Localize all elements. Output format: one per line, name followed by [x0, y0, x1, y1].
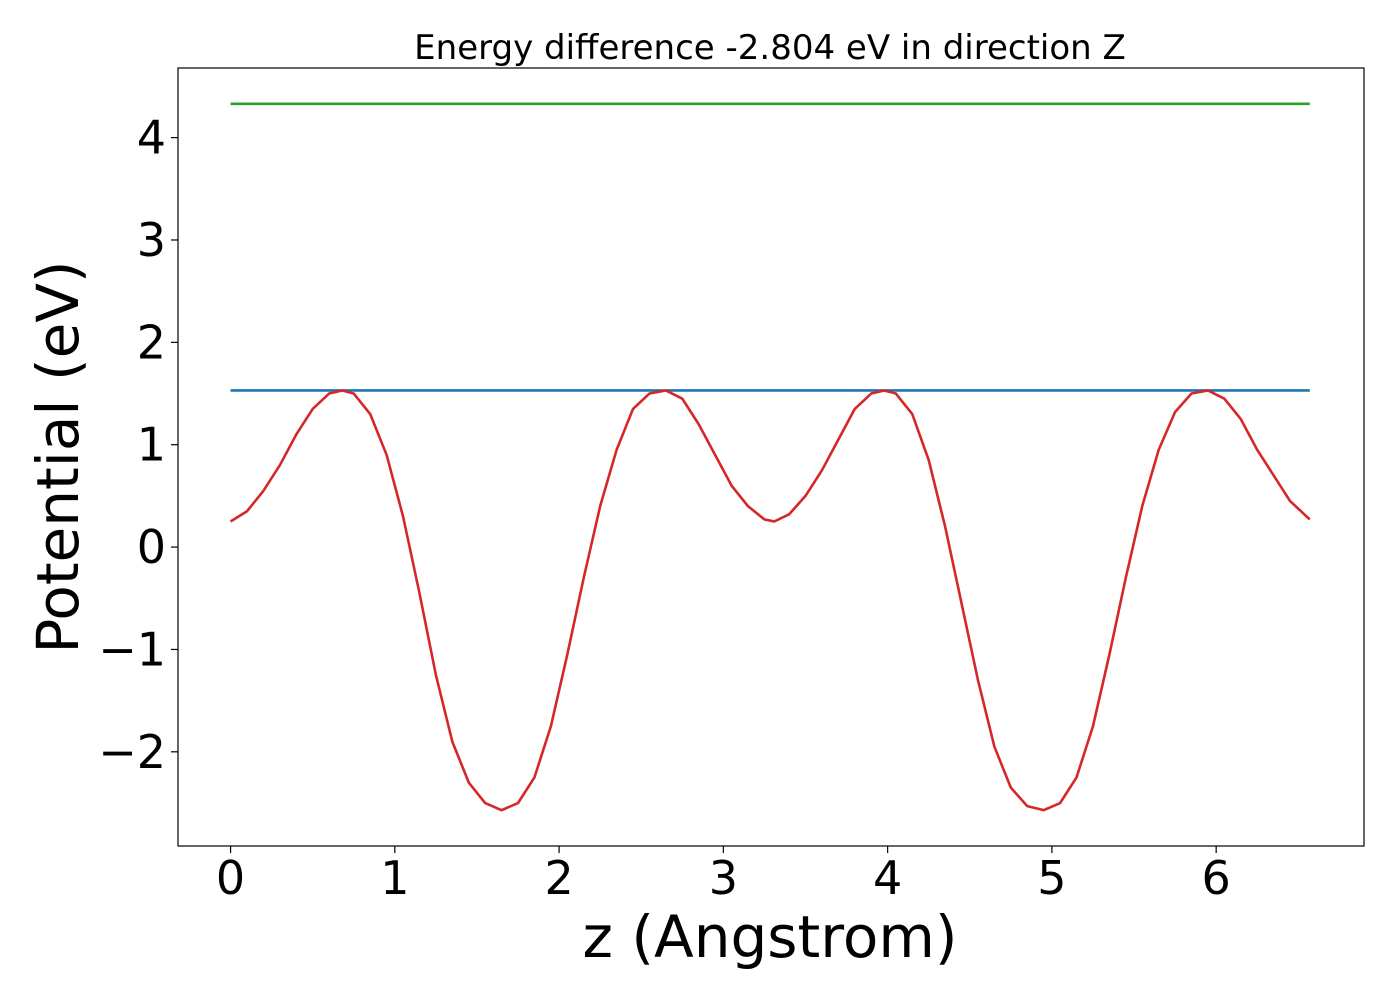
x-axis-label: z (Angstrom) [583, 903, 958, 971]
series-line-2 [229, 389, 1311, 812]
y-tick-label: 0 [137, 520, 166, 574]
x-axis: 0 1 2 3 4 5 6 [216, 846, 1231, 905]
x-tick-label: 3 [709, 851, 738, 905]
plot-area [229, 102, 1311, 812]
x-tick-label: 4 [873, 851, 902, 905]
y-tick-label: 1 [137, 418, 166, 472]
x-tick-label: 6 [1202, 851, 1231, 905]
plot-frame [177, 67, 1365, 847]
y-axis: −2 −1 0 1 2 3 4 [98, 111, 178, 779]
y-tick-label: 2 [137, 315, 166, 369]
y-tick-label: −2 [98, 725, 166, 779]
y-tick-label: 4 [137, 111, 166, 165]
y-axis-label: Potential (eV) [24, 260, 92, 653]
x-tick-label: 0 [216, 851, 245, 905]
x-tick-label: 1 [380, 851, 409, 905]
chart-title: Energy difference -2.804 eV in direction… [414, 28, 1126, 68]
x-tick-label: 2 [544, 851, 573, 905]
x-tick-label: 5 [1037, 851, 1066, 905]
y-tick-label: 3 [137, 213, 166, 267]
y-tick-label: −1 [98, 622, 166, 676]
